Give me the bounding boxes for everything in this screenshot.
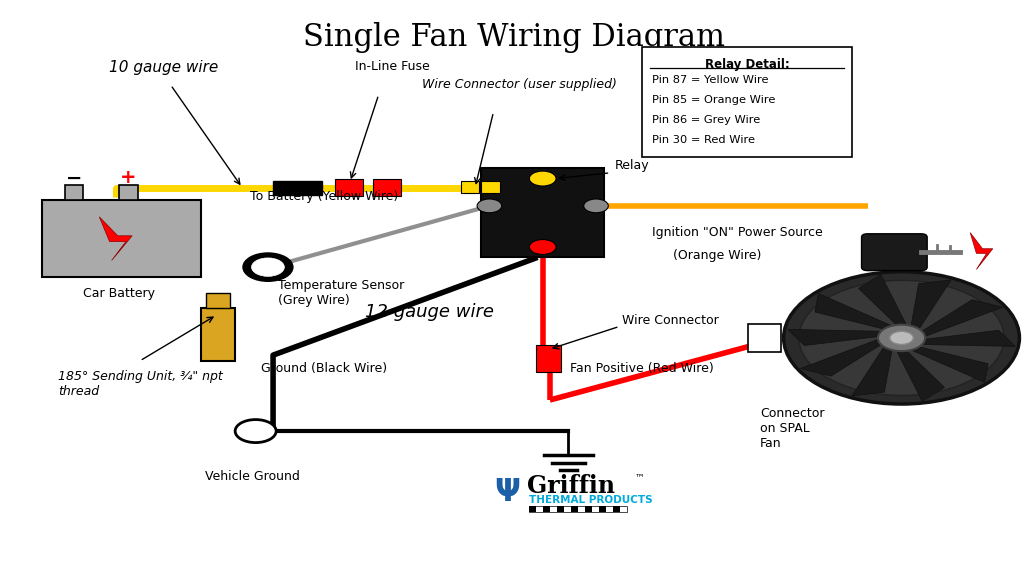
Text: Ignition "ON" Power Source: Ignition "ON" Power Source (653, 226, 823, 239)
Text: (Orange Wire): (Orange Wire) (673, 249, 762, 262)
Polygon shape (970, 232, 993, 269)
Text: Vehicle Ground: Vehicle Ground (206, 470, 300, 483)
Bar (273, 181, 323, 195)
Polygon shape (902, 344, 988, 382)
Text: Pin 30 = Red Wire: Pin 30 = Red Wire (653, 135, 756, 146)
Text: ™: ™ (635, 472, 645, 482)
Polygon shape (815, 294, 902, 331)
Bar (207, 293, 230, 308)
Text: Pin 87 = Yellow Wire: Pin 87 = Yellow Wire (653, 75, 769, 85)
Circle shape (890, 331, 913, 344)
Bar (119, 186, 138, 200)
Circle shape (252, 258, 285, 276)
Text: To Battery (Yellow Wire): To Battery (Yellow Wire) (250, 190, 399, 203)
Bar (372, 179, 401, 197)
Text: Wire Connector (user supplied): Wire Connector (user supplied) (421, 77, 617, 91)
Bar (461, 181, 479, 193)
Text: In-Line Fuse: In-Line Fuse (355, 60, 430, 73)
Bar (201, 308, 235, 361)
Bar (544, 506, 550, 512)
Bar (572, 506, 578, 512)
Text: Ground (Black Wire): Ground (Black Wire) (261, 362, 388, 375)
Bar (747, 324, 780, 351)
Polygon shape (787, 329, 893, 346)
Polygon shape (893, 344, 945, 401)
Text: Ψ: Ψ (493, 477, 520, 506)
Circle shape (584, 199, 609, 213)
Text: 12 gauge wire: 12 gauge wire (365, 303, 494, 321)
Text: THERMAL PRODUCTS: THERMAL PRODUCTS (529, 495, 653, 505)
Circle shape (474, 475, 540, 512)
Circle shape (783, 272, 1020, 404)
Bar (537, 506, 544, 512)
Polygon shape (801, 336, 888, 376)
Circle shape (235, 420, 277, 443)
Text: Relay Detail:: Relay Detail: (705, 58, 790, 71)
Bar (607, 506, 613, 512)
Polygon shape (910, 330, 1016, 346)
Text: 185° Sending Unit, ¾" npt
thread: 185° Sending Unit, ¾" npt thread (58, 369, 222, 398)
Bar (592, 506, 599, 512)
Polygon shape (100, 217, 133, 261)
Circle shape (878, 325, 925, 351)
Text: Griffin: Griffin (527, 475, 616, 498)
Circle shape (799, 280, 1004, 395)
FancyBboxPatch shape (861, 234, 927, 271)
Bar (481, 181, 500, 193)
Bar (42, 200, 201, 277)
Text: Car Battery: Car Battery (83, 287, 155, 301)
Bar (536, 345, 561, 372)
Bar (481, 168, 604, 257)
Bar (564, 506, 572, 512)
Polygon shape (858, 275, 910, 331)
Bar (550, 506, 557, 512)
Text: Fan Positive (Red Wire): Fan Positive (Red Wire) (571, 362, 714, 375)
Polygon shape (852, 340, 893, 396)
Text: Single Fan Wiring Diagram: Single Fan Wiring Diagram (303, 21, 725, 53)
Text: Connector
on SPAL
Fan: Connector on SPAL Fan (760, 407, 824, 450)
Bar (642, 47, 852, 157)
Text: +: + (120, 168, 137, 187)
Text: Relay: Relay (615, 159, 649, 172)
Circle shape (529, 239, 556, 254)
Bar (529, 506, 537, 512)
Circle shape (477, 199, 502, 213)
Circle shape (529, 171, 556, 186)
Bar (613, 506, 620, 512)
Bar (585, 506, 592, 512)
Text: Pin 86 = Grey Wire: Pin 86 = Grey Wire (653, 115, 761, 125)
Bar (599, 506, 607, 512)
Text: Wire Connector: Wire Connector (622, 314, 719, 327)
Bar (557, 506, 564, 512)
Polygon shape (910, 280, 951, 335)
Text: Temperature Sensor
(Grey Wire): Temperature Sensor (Grey Wire) (279, 279, 404, 307)
Bar (620, 506, 627, 512)
Circle shape (244, 253, 293, 281)
Text: Pin 85 = Orange Wire: Pin 85 = Orange Wire (653, 95, 776, 105)
Bar (578, 506, 585, 512)
Text: 10 gauge wire: 10 gauge wire (109, 60, 218, 75)
Bar (334, 179, 363, 197)
Bar (65, 186, 83, 200)
Bar (529, 506, 627, 512)
Polygon shape (915, 299, 1002, 340)
Text: −: − (66, 168, 82, 187)
